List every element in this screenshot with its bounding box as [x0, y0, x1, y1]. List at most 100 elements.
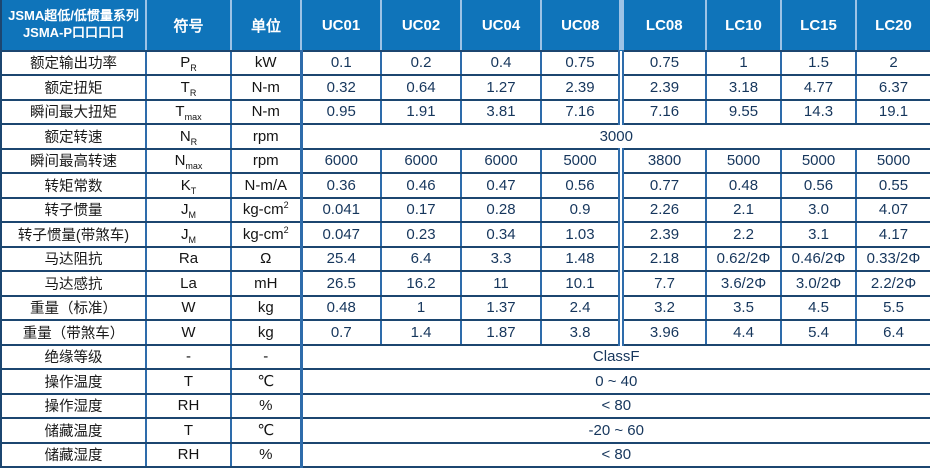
- value-cell: 0.56: [541, 173, 622, 199]
- value-cell: 3.6/2Φ: [706, 271, 782, 297]
- value-cell: 0.33/2Φ: [856, 246, 930, 272]
- unit-cell: mH: [231, 271, 303, 297]
- span-value-cell: 3000: [301, 124, 930, 150]
- value-cell: 4.07: [856, 197, 930, 223]
- value-cell: 0.48: [301, 295, 382, 321]
- value-cell: 0.56: [781, 173, 857, 199]
- unit-cell: -: [231, 344, 303, 370]
- model-column-header-uc04: UC04: [461, 0, 542, 52]
- value-cell: 5000: [541, 148, 622, 174]
- value-cell: 6.4: [381, 246, 462, 272]
- model-column-header-uc01: UC01: [301, 0, 382, 52]
- value-cell: 1: [381, 295, 462, 321]
- value-cell: 5.5: [856, 295, 930, 321]
- row-label: 转子惯量(带煞车): [1, 222, 147, 248]
- unit-cell: %: [231, 393, 303, 419]
- symbol-cell: KT: [146, 173, 232, 199]
- value-cell: 9.55: [706, 99, 782, 125]
- value-cell: 11: [461, 271, 542, 297]
- symbol-cell: PR: [146, 50, 232, 76]
- value-cell: 1: [706, 50, 782, 76]
- value-cell: 6.4: [856, 320, 930, 346]
- series-title-line1: JSMA超低/低惯量系列: [8, 8, 139, 24]
- symbol-cell: T: [146, 418, 232, 444]
- value-cell: 3.96: [618, 320, 707, 346]
- value-cell: 0.75: [618, 50, 707, 76]
- value-cell: 0.9: [541, 197, 622, 223]
- unit-cell: %: [231, 442, 303, 468]
- unit-cell: rpm: [231, 124, 303, 150]
- unit-cell: kg: [231, 295, 303, 321]
- value-cell: 7.16: [541, 99, 622, 125]
- symbol-cell: Nmax: [146, 148, 232, 174]
- value-cell: 0.4: [461, 50, 542, 76]
- symbol-cell: TR: [146, 75, 232, 101]
- symbol-column-header: 符号: [146, 0, 232, 52]
- value-cell: 5000: [706, 148, 782, 174]
- symbol-cell: JM: [146, 197, 232, 223]
- value-cell: 16.2: [381, 271, 462, 297]
- symbol-cell: W: [146, 320, 232, 346]
- value-cell: 3.2: [618, 295, 707, 321]
- value-cell: 0.34: [461, 222, 542, 248]
- table-row: 额定输出功率 PR kW 0.1 0.2 0.4 0.75 0.75 1 1.5 2: [1, 50, 930, 76]
- value-cell: 19.1: [856, 99, 930, 125]
- value-cell: 4.77: [781, 75, 857, 101]
- symbol-cell: JM: [146, 222, 232, 248]
- value-cell: 7.16: [618, 99, 707, 125]
- table-row: 转子惯量 JM kg-cm2 0.041 0.17 0.28 0.9 2.26 2.1 3.0 4.…: [1, 197, 930, 223]
- value-cell: 3800: [618, 148, 707, 174]
- value-cell: 0.23: [381, 222, 462, 248]
- table-row: 储藏温度 T ℃ -20 ~ 60: [1, 418, 930, 444]
- value-cell: 0.48: [706, 173, 782, 199]
- table-row: 操作温度 T ℃ 0 ~ 40: [1, 369, 930, 395]
- table-row: 瞬间最大扭矩 Tmax N-m 0.95 1.91 3.81 7.16 7.16 9.55 14.…: [1, 99, 930, 125]
- value-cell: 0.36: [301, 173, 382, 199]
- value-cell: 3.5: [706, 295, 782, 321]
- row-label: 操作温度: [1, 369, 147, 395]
- span-value-cell: < 80: [301, 393, 930, 419]
- value-cell: 1.91: [381, 99, 462, 125]
- value-cell: 1.4: [381, 320, 462, 346]
- unit-cell: ℃: [231, 418, 303, 444]
- value-cell: 2.18: [618, 246, 707, 272]
- symbol-cell: -: [146, 344, 232, 370]
- value-cell: 2.2: [706, 222, 782, 248]
- value-cell: 0.7: [301, 320, 382, 346]
- row-label: 额定转速: [1, 124, 147, 150]
- row-label: 瞬间最高转速: [1, 148, 147, 174]
- value-cell: 5.4: [781, 320, 857, 346]
- value-cell: 0.46: [381, 173, 462, 199]
- value-cell: 0.75: [541, 50, 622, 76]
- value-cell: 3.8: [541, 320, 622, 346]
- value-cell: 25.4: [301, 246, 382, 272]
- row-label: 储藏湿度: [1, 442, 147, 468]
- model-column-header-uc08: UC08: [541, 0, 622, 52]
- spec-table-body: 额定输出功率 PR kW 0.1 0.2 0.4 0.75 0.75 1 1.5 2 额定扭矩 TR N-…: [1, 50, 930, 468]
- unit-cell: Ω: [231, 246, 303, 272]
- value-cell: 0.47: [461, 173, 542, 199]
- row-label: 重量（带煞车）: [1, 320, 147, 346]
- value-cell: 4.5: [781, 295, 857, 321]
- unit-cell: N-m: [231, 75, 303, 101]
- value-cell: 4.17: [856, 222, 930, 248]
- table-row: 绝缘等级 - - ClassF: [1, 344, 930, 370]
- series-title: JSMA超低/低惯量系列 JSMA-P口口口口: [1, 0, 147, 52]
- value-cell: 6000: [301, 148, 382, 174]
- unit-cell: kg-cm2: [231, 197, 303, 223]
- span-value-cell: 0 ~ 40: [301, 369, 930, 395]
- span-value-cell: < 80: [301, 442, 930, 468]
- table-row: 转子惯量(带煞车) JM kg-cm2 0.047 0.23 0.34 1.03 2.39 2.…: [1, 222, 930, 248]
- value-cell: 0.17: [381, 197, 462, 223]
- value-cell: 7.7: [618, 271, 707, 297]
- value-cell: 5000: [781, 148, 857, 174]
- unit-cell: N-m/A: [231, 173, 303, 199]
- value-cell: 0.041: [301, 197, 382, 223]
- model-column-header-lc20: LC20: [856, 0, 930, 52]
- value-cell: 6000: [461, 148, 542, 174]
- value-cell: 4.4: [706, 320, 782, 346]
- unit-cell: N-m: [231, 99, 303, 125]
- value-cell: 3.81: [461, 99, 542, 125]
